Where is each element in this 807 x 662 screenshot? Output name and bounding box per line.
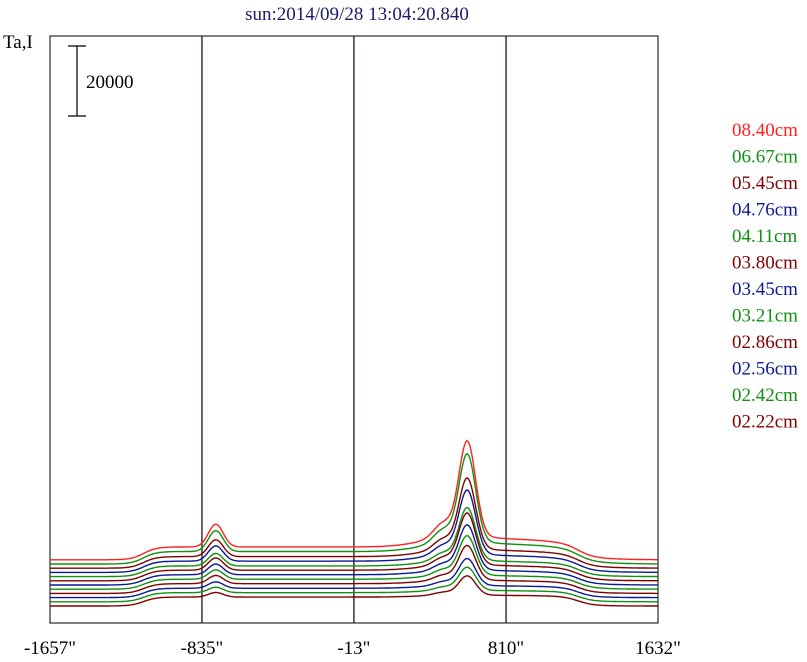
legend: 08.40cm 06.67cm 05.45cm 04.76cm 04.11cm 03.80…: [732, 120, 798, 433]
series-line-06.67cm: [50, 452, 658, 565]
x-tick-labels: -1657" -835" -13" 810" 1632": [24, 638, 681, 659]
x-tick-label: 810": [488, 638, 524, 659]
legend-entry: 03.21cm: [732, 306, 798, 327]
legend-entry: 08.40cm: [732, 120, 798, 141]
legend-entry: 02.56cm: [732, 359, 798, 380]
legend-entry: 03.45cm: [732, 279, 798, 300]
series-lines: [50, 439, 658, 607]
y-axis-label: Ta,I: [3, 32, 33, 53]
legend-entry: 03.80cm: [732, 253, 798, 274]
series-line-04.11cm: [50, 506, 658, 578]
series-line-02.42cm: [50, 566, 658, 603]
vertical-reference-lines: [201, 36, 507, 623]
series-line-03.45cm: [50, 524, 658, 586]
legend-entry: 04.76cm: [732, 200, 798, 221]
series-line-08.40cm: [50, 439, 658, 561]
legend-entry: 06.67cm: [732, 147, 798, 168]
series-line-02.22cm: [50, 575, 658, 607]
x-tick-label: -13": [337, 638, 370, 659]
scale-bar-label: 20000: [86, 72, 134, 93]
legend-entry: 05.45cm: [732, 173, 798, 194]
legend-entry: 02.42cm: [732, 385, 798, 406]
series-line-03.80cm: [50, 512, 658, 582]
series-line-05.45cm: [50, 477, 658, 569]
series-line-02.56cm: [50, 557, 658, 599]
legend-entry: 02.86cm: [732, 332, 798, 353]
x-tick-label: 1632": [635, 638, 681, 659]
series-line-04.76cm: [50, 489, 658, 574]
legend-entry: 02.22cm: [732, 412, 798, 433]
x-tick-label: -835": [181, 638, 224, 659]
scale-bar: 20000: [68, 45, 134, 117]
series-line-02.86cm: [50, 544, 658, 595]
chart-title: sun:2014/09/28 13:04:20.840: [245, 4, 469, 25]
x-tick-label: -1657": [24, 638, 76, 659]
legend-entry: 04.11cm: [732, 226, 797, 247]
series-line-03.21cm: [50, 534, 658, 590]
